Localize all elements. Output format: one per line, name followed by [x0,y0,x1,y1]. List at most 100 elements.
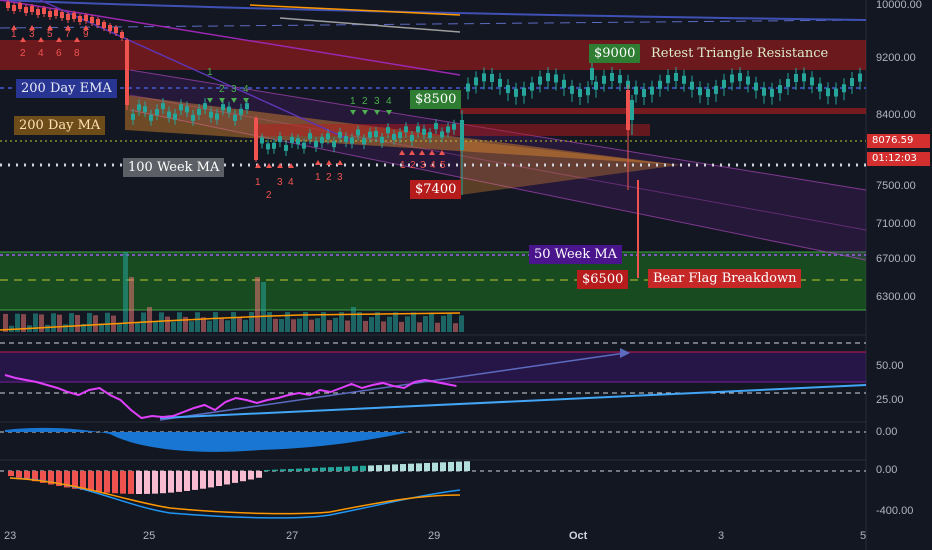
osc-bar [440,462,446,471]
osc-bar [176,471,182,492]
candle-body [802,73,806,82]
candle-body [514,88,518,97]
osc-bar [352,466,358,471]
volume-bar [99,323,104,332]
candle-body [818,83,822,92]
candle-body [834,88,838,97]
label-50-week-ma[interactable]: 50 Week MA [529,245,623,264]
label-200-day-ema[interactable]: 200 Day EMA [16,79,117,98]
volume-bar [75,314,80,332]
volume-bar [147,307,152,332]
td-arrow [337,160,343,165]
osc-bar [416,463,422,471]
td-count-number: 3 [231,84,237,95]
candle-body [78,16,82,22]
volume-bar [213,312,218,332]
label-200-day-ma[interactable]: 200 Day MA [14,116,106,135]
td-count-number: 3 [337,172,343,183]
td-arrow [56,37,62,42]
candle-body [416,126,420,133]
candle-body [650,86,654,95]
candle-body [570,85,574,94]
candle-body [227,106,231,113]
orange-ma [249,4,461,16]
volume-bar [357,312,362,332]
osc-bar [48,471,54,485]
osc-bar [24,471,30,480]
candle-body [404,126,408,133]
volume-bar [255,277,260,332]
candle-body [302,142,306,149]
osc-bar [208,471,214,488]
td-count-number: 2 [20,48,26,59]
candle-body [284,144,288,151]
volume-bar [315,318,320,332]
td-arrow [65,25,71,30]
candle-body [149,114,153,121]
osc-bar [408,463,414,471]
osc-bar [152,471,158,494]
td-arrow [243,98,249,103]
candle-body [48,11,52,17]
candle-body [209,111,213,118]
volume-bar [405,316,410,332]
rsi-tick: 25.00 [876,394,904,406]
candle-body [466,83,470,92]
osc-bar [424,463,430,471]
osc-bar [288,468,294,471]
candle-body [386,127,390,134]
candle-body [374,130,378,137]
volume-bar [321,312,326,332]
td-count-number: 2 [362,96,368,107]
osc-macd [9,477,461,515]
candle-body [239,108,243,115]
candlestick-series [6,0,862,195]
candle-body [398,132,402,139]
candle-body [84,15,88,21]
candle-body [24,7,28,13]
td-arrow [266,163,272,168]
label-9000[interactable]: $9000 [589,44,641,63]
osc-bar [272,469,278,471]
rsi-support-line [159,384,867,419]
td-count-number: 3 [29,29,35,40]
osc-bar [64,471,70,488]
label-retest-triangle[interactable]: Retest Triangle Resistance [651,46,829,61]
volume-bar [135,322,140,332]
candle-body [842,84,846,93]
label-6500[interactable]: $6500 [577,270,629,289]
candle-body [690,81,694,90]
osc-bar [112,471,118,494]
volume-bar [219,317,224,332]
volume-bar [285,312,290,332]
volume-bar [297,318,302,332]
label-100-week-ma[interactable]: 100 Week MA [123,158,225,177]
osc-bar [336,466,342,471]
td-count-number: 3 [277,177,283,188]
label-bear-flag-breakdown[interactable]: Bear Flag Breakdown [648,269,802,288]
osc-bar [448,461,454,471]
candle-body [12,5,16,11]
td-arrow [219,98,225,103]
candle-body [120,32,124,38]
volume-bar [87,312,92,332]
volume-bar [105,312,110,332]
candle-body [460,120,464,150]
candle-body [626,80,630,89]
candle-body [203,103,207,110]
volume-bar [117,322,122,332]
td-count-number: 4 [386,96,392,107]
time-tick: 23 [4,530,17,542]
candle-body [72,13,76,19]
price-tick: 9200.00 [876,52,916,64]
candle-body [530,82,534,91]
candle-body [36,9,40,15]
label-7400[interactable]: $7400 [410,180,462,199]
label-8500[interactable]: $8500 [410,90,462,109]
td-arrow [315,160,321,165]
candle-body [161,103,165,110]
osc-bar [96,471,102,492]
time-tick: 3 [718,530,725,542]
